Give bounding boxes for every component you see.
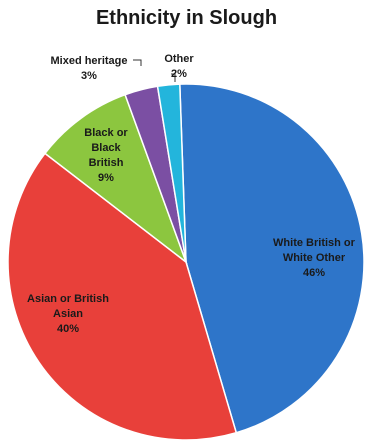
slice-label: Mixed heritage 3% <box>50 55 127 82</box>
leader-line <box>133 59 142 66</box>
slice-label: White British or White Other 46% <box>273 237 356 279</box>
slice-labels: White British or White Other 46% Asian or B… <box>27 53 356 335</box>
pie-slice-white-british-or-white-other <box>179 83 365 434</box>
pie-slices <box>7 83 365 441</box>
leader-lines <box>133 59 176 82</box>
pie-slice-black-or-black-british <box>43 93 188 265</box>
pie-slice-other <box>156 83 187 263</box>
slice-label: Asian or British Asian 40% <box>27 293 109 335</box>
pie-slice-asian-or-british-asian <box>7 152 238 441</box>
slice-label: Other 2% <box>164 53 194 80</box>
slice-label: Black or Black British 9% <box>84 127 128 184</box>
chart-title: Ethnicity in Slough <box>95 7 278 29</box>
leader-line <box>171 73 176 82</box>
